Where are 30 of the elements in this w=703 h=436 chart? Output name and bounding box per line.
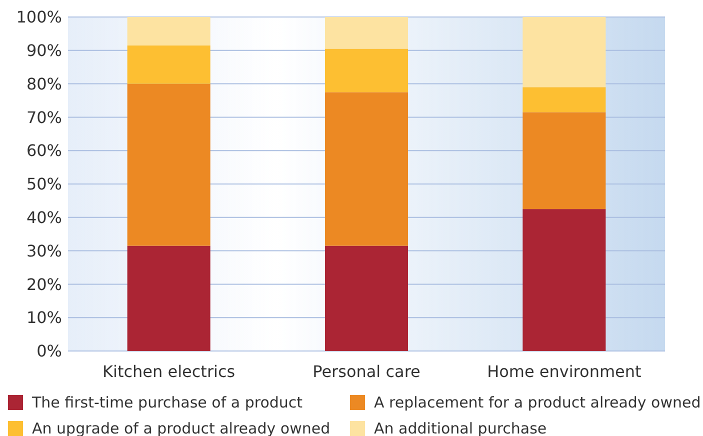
- bar: [522, 87, 606, 112]
- bar: [127, 45, 210, 84]
- y-tick-label: 80%: [26, 74, 62, 94]
- bar: [324, 246, 408, 351]
- y-tick-label: 60%: [26, 141, 62, 160]
- y-tick-label: 30%: [26, 241, 62, 260]
- bar: [324, 17, 408, 49]
- x-tick-label: Home environment: [487, 362, 642, 381]
- y-tick-label: 100%: [16, 8, 62, 27]
- x-tick-label: Personal care: [312, 362, 420, 381]
- y-tick-label: 70%: [26, 108, 62, 127]
- y-tick-label: 50%: [26, 174, 62, 194]
- legend-label: An additional purchase: [374, 419, 547, 436]
- x-tick-label: Kitchen electrics: [102, 362, 236, 381]
- y-tick-label: 20%: [26, 274, 62, 294]
- y-tick-label: 40%: [26, 208, 62, 227]
- legend-label: An upgrade of a product already owned: [32, 419, 330, 436]
- legend-label: A replacement for a product already owned: [374, 393, 701, 412]
- y-tick-label: 0%: [36, 342, 62, 361]
- bar: [127, 84, 210, 246]
- legend-label: The first-time purchase of a product: [31, 393, 303, 412]
- bar: [324, 92, 408, 246]
- bar: [324, 48, 408, 92]
- bar: [522, 209, 606, 351]
- y-tick-label: 90%: [26, 41, 62, 60]
- y-tick-label: 10%: [26, 308, 62, 328]
- bar: [127, 17, 210, 46]
- bar: [127, 246, 210, 351]
- bar: [522, 17, 606, 88]
- bar: [522, 112, 606, 210]
